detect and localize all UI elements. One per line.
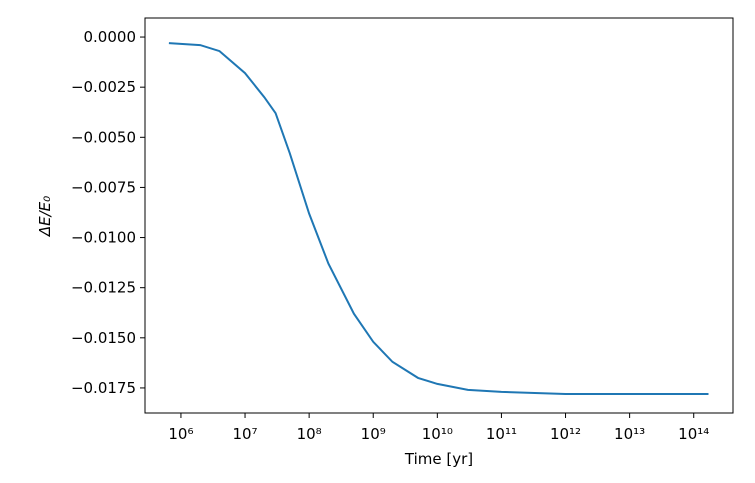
- y-tick-label: −0.0125: [71, 279, 136, 297]
- x-tick-label: 10⁹: [361, 425, 386, 443]
- plot-frame: [144, 17, 734, 414]
- x-tick-label: 10⁸: [297, 425, 322, 443]
- x-tick-label: 10¹⁰: [422, 425, 453, 443]
- y-tick-label: −0.0150: [71, 329, 136, 347]
- y-tick-label: 0.0000: [84, 28, 137, 46]
- x-tick-label: 10⁷: [232, 425, 257, 443]
- data-line: [168, 42, 709, 395]
- x-tick-label: 10⁶: [168, 425, 193, 443]
- y-tick-label: −0.0100: [71, 229, 136, 247]
- x-tick-label: 10¹³: [614, 425, 645, 443]
- y-axis-label: ΔE/E₀: [36, 196, 54, 237]
- x-axis-label: Time [yr]: [404, 450, 473, 468]
- y-tick-label: −0.0025: [71, 78, 136, 96]
- x-tick-label: 10¹¹: [486, 425, 517, 443]
- y-tick-label: −0.0050: [71, 128, 136, 146]
- x-tick-label: 10¹⁴: [678, 425, 709, 443]
- y-tick-label: −0.0075: [71, 178, 136, 196]
- y-tick-label: −0.0175: [71, 379, 136, 397]
- x-tick-label: 10¹²: [550, 425, 581, 443]
